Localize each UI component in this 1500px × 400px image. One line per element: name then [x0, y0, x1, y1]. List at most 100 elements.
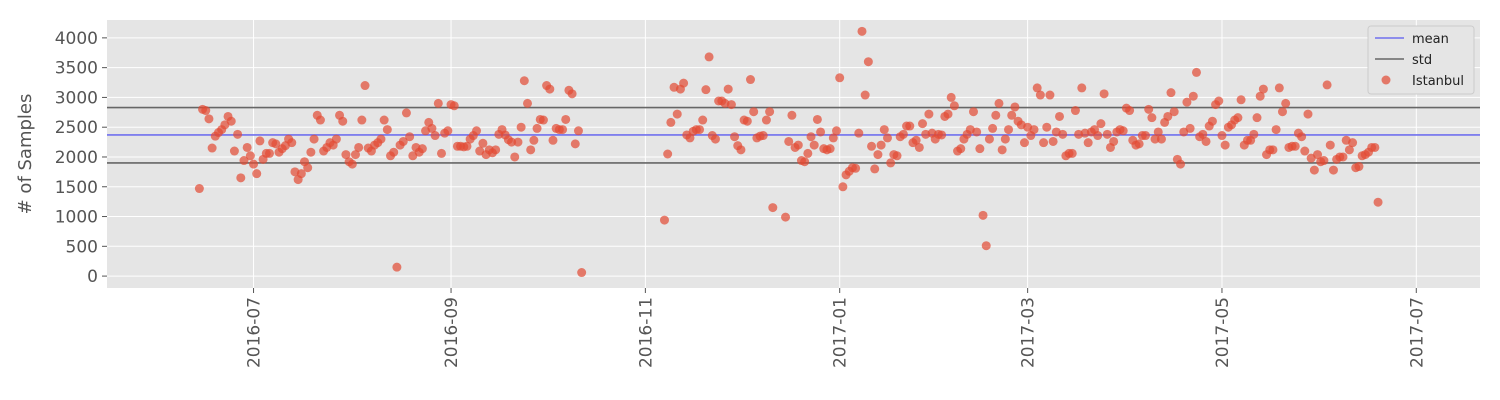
data-point	[303, 163, 313, 173]
data-point	[768, 203, 778, 213]
data-point	[472, 126, 482, 136]
data-point	[545, 84, 555, 94]
data-point	[1058, 129, 1068, 139]
data-point	[1150, 134, 1160, 144]
data-point	[765, 107, 775, 117]
data-point	[873, 150, 883, 160]
legend-std-label: std	[1412, 53, 1432, 68]
data-point	[513, 137, 523, 147]
data-point	[835, 73, 845, 83]
data-point	[271, 139, 281, 149]
data-point	[695, 125, 705, 135]
data-point	[972, 127, 982, 137]
data-point	[309, 134, 319, 144]
data-point	[233, 129, 243, 139]
data-point	[462, 141, 472, 151]
data-point	[698, 115, 708, 125]
y-axis-ticks: 0 500 1000 1500 2000 2500 3000 3500 4000	[55, 29, 107, 287]
data-point	[1297, 132, 1307, 142]
data-point	[379, 115, 389, 125]
data-point	[357, 115, 367, 125]
data-point	[851, 163, 861, 173]
data-point	[252, 169, 262, 179]
data-point	[854, 128, 864, 138]
data-point	[1300, 146, 1310, 156]
data-point	[350, 150, 360, 160]
data-point	[1328, 165, 1338, 175]
data-point	[207, 143, 217, 153]
data-point	[1214, 96, 1224, 106]
data-point	[239, 156, 249, 166]
data-point	[242, 142, 252, 152]
data-point	[956, 144, 966, 154]
data-point	[742, 116, 752, 126]
data-point	[354, 142, 364, 152]
data-point	[1176, 159, 1186, 169]
data-point	[1354, 162, 1364, 172]
data-point	[548, 135, 558, 145]
data-point	[1156, 134, 1166, 144]
data-point	[787, 110, 797, 120]
data-point	[1268, 145, 1278, 155]
data-point	[1125, 106, 1135, 116]
data-point	[226, 116, 236, 126]
data-point	[1000, 134, 1010, 144]
data-point	[663, 149, 673, 159]
data-point	[816, 127, 826, 137]
data-point	[949, 101, 959, 111]
data-point	[914, 142, 924, 152]
data-point	[1207, 116, 1217, 126]
y-tick-label: 4000	[55, 29, 98, 49]
y-tick-label: 500	[66, 237, 98, 257]
y-axis-label: # of Samples	[15, 94, 36, 215]
data-point	[857, 26, 867, 36]
data-point	[659, 215, 669, 225]
data-point	[943, 109, 953, 119]
data-point	[1185, 123, 1195, 133]
data-point	[1083, 138, 1093, 148]
data-point	[679, 78, 689, 88]
y-tick-label: 2000	[55, 148, 98, 168]
data-point	[838, 182, 848, 192]
data-point	[306, 147, 316, 157]
data-point	[793, 140, 803, 150]
data-point	[745, 75, 755, 85]
data-point	[201, 106, 211, 116]
data-point	[1344, 145, 1354, 155]
data-point	[1201, 136, 1211, 146]
data-point	[870, 164, 880, 174]
data-point	[1042, 122, 1052, 132]
legend-istanbul-label: Istanbul	[1412, 74, 1464, 89]
x-tick-label: 2016-11	[636, 297, 656, 368]
data-point	[905, 121, 915, 131]
data-point	[994, 98, 1004, 108]
data-point	[529, 135, 539, 145]
y-tick-label: 1500	[55, 178, 98, 198]
data-point	[1233, 113, 1243, 123]
data-point	[577, 268, 587, 278]
data-point	[523, 98, 533, 108]
data-point	[863, 57, 873, 67]
data-point	[1249, 129, 1259, 139]
data-point	[736, 145, 746, 155]
data-point	[1274, 83, 1284, 93]
data-point	[710, 134, 720, 144]
data-point	[376, 134, 386, 144]
legend-box	[1367, 25, 1475, 95]
y-tick-label: 3000	[55, 88, 98, 108]
data-point	[1147, 113, 1157, 123]
data-point	[436, 148, 446, 158]
data-point	[1188, 91, 1198, 101]
data-point	[255, 136, 265, 146]
x-tick-label: 2017-05	[1213, 297, 1233, 368]
data-point	[570, 139, 580, 149]
data-point	[443, 126, 453, 136]
data-point	[1220, 140, 1230, 150]
data-point	[1019, 138, 1029, 148]
data-point	[828, 133, 838, 143]
data-point	[1077, 83, 1087, 93]
data-point	[1153, 127, 1163, 137]
data-point	[1281, 98, 1291, 108]
data-point	[1217, 131, 1227, 141]
data-point	[519, 76, 529, 86]
